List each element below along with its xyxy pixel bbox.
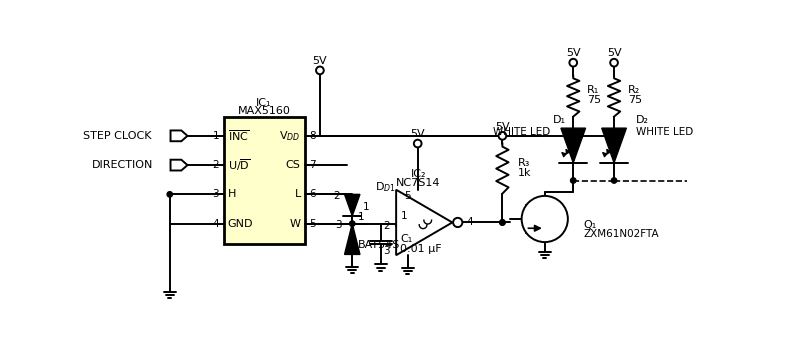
Text: STEP CLOCK: STEP CLOCK <box>82 131 151 141</box>
Circle shape <box>498 132 506 140</box>
Text: 5V: 5V <box>566 49 581 58</box>
Text: BAT54S: BAT54S <box>358 240 400 250</box>
Text: L: L <box>294 189 301 199</box>
Text: GND: GND <box>227 219 253 229</box>
Text: D₁: D₁ <box>553 115 566 126</box>
Text: 3: 3 <box>383 246 390 256</box>
Text: 1: 1 <box>362 202 370 212</box>
Text: IC₂: IC₂ <box>411 169 426 179</box>
Text: 5: 5 <box>309 219 315 229</box>
Circle shape <box>522 196 568 242</box>
Circle shape <box>453 218 462 227</box>
Text: DIRECTION: DIRECTION <box>91 160 153 170</box>
Text: 5V: 5V <box>410 129 425 139</box>
Text: 2: 2 <box>334 191 340 201</box>
Text: 0.01 μF: 0.01 μF <box>400 244 442 254</box>
Circle shape <box>610 59 618 67</box>
Text: IC₁: IC₁ <box>256 98 272 108</box>
Circle shape <box>316 67 324 74</box>
Text: 6: 6 <box>309 189 315 199</box>
Text: 75: 75 <box>587 96 602 105</box>
Text: 1: 1 <box>401 211 407 221</box>
Polygon shape <box>345 194 360 216</box>
Circle shape <box>570 59 577 67</box>
Text: 5V: 5V <box>606 49 622 58</box>
Text: D₂: D₂ <box>636 115 649 126</box>
Circle shape <box>500 220 505 225</box>
Text: R₂: R₂ <box>628 85 640 94</box>
Circle shape <box>350 221 355 226</box>
Circle shape <box>611 178 617 183</box>
Text: MAX5160: MAX5160 <box>238 106 290 116</box>
Text: W: W <box>290 219 301 229</box>
Text: Q₁: Q₁ <box>583 220 597 230</box>
Text: 7: 7 <box>309 160 315 170</box>
Polygon shape <box>602 128 626 163</box>
Polygon shape <box>561 128 586 163</box>
Text: H: H <box>227 189 236 199</box>
Text: 4: 4 <box>466 218 473 227</box>
Text: 5V: 5V <box>495 122 510 132</box>
Text: 75: 75 <box>628 96 642 105</box>
Text: 1k: 1k <box>518 168 531 178</box>
Text: NC7S14: NC7S14 <box>396 178 441 188</box>
Text: WHITE LED: WHITE LED <box>493 127 550 137</box>
Text: 5: 5 <box>404 191 411 201</box>
Text: D$_{D1}$: D$_{D1}$ <box>375 180 396 194</box>
Text: 4: 4 <box>213 219 219 229</box>
Text: R₃: R₃ <box>518 158 530 168</box>
Bar <box>224 117 305 244</box>
Circle shape <box>414 140 422 147</box>
Text: 1: 1 <box>213 131 219 141</box>
Text: 5V: 5V <box>313 56 327 66</box>
Circle shape <box>570 178 576 183</box>
Circle shape <box>500 220 505 225</box>
Text: 1: 1 <box>358 212 365 223</box>
Text: 3: 3 <box>335 220 342 230</box>
Text: U/$\overline{\rm D}$: U/$\overline{\rm D}$ <box>227 157 250 173</box>
Text: 3: 3 <box>213 189 219 199</box>
Text: 2: 2 <box>383 221 390 231</box>
Text: ZXM61N02FTA: ZXM61N02FTA <box>583 230 659 239</box>
Text: CS: CS <box>286 160 301 170</box>
Text: 8: 8 <box>309 131 315 141</box>
Text: 2: 2 <box>213 160 219 170</box>
Text: R₁: R₁ <box>587 85 599 94</box>
Text: $\overline{\rm INC}$: $\overline{\rm INC}$ <box>227 129 249 143</box>
Text: C₁: C₁ <box>400 234 412 244</box>
Text: WHITE LED: WHITE LED <box>636 127 693 137</box>
Text: V$_{DD}$: V$_{DD}$ <box>279 129 301 143</box>
Circle shape <box>167 191 173 197</box>
Polygon shape <box>345 224 360 254</box>
